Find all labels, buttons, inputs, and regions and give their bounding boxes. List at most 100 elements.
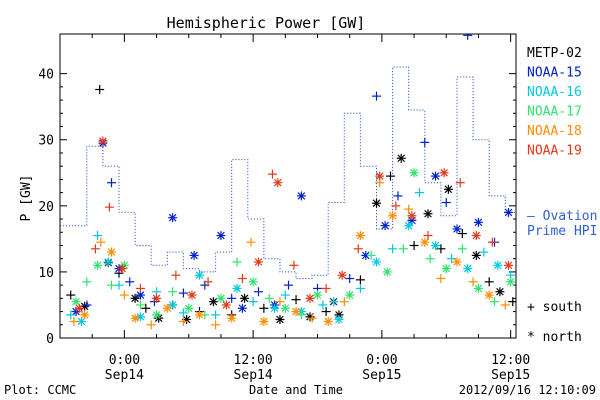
data-point [520, 251, 529, 260]
data-point [93, 260, 103, 270]
data-point [264, 293, 274, 303]
data-point [420, 237, 430, 247]
data-point [554, 284, 563, 293]
data-point [107, 247, 117, 257]
y-tick-label: 0 [46, 332, 54, 347]
ovation-prime-layer [60, 66, 516, 279]
data-point [436, 244, 446, 254]
data-point [74, 303, 84, 313]
data-point [194, 310, 204, 320]
data-point [538, 258, 547, 267]
data-point [329, 297, 339, 307]
data-point [318, 300, 328, 310]
data-point [146, 320, 156, 330]
data-point [275, 297, 285, 307]
y-tick-label: 10 [38, 266, 54, 281]
data-point [171, 270, 181, 280]
data-point [130, 293, 140, 303]
data-point [135, 290, 145, 300]
series-noaa-15 [71, 34, 547, 317]
data-point [484, 290, 494, 300]
data-point [76, 316, 86, 326]
legend-ovation-line2: Prime HPI [527, 224, 597, 239]
data-point [396, 153, 406, 163]
data-point [503, 207, 513, 217]
data-point [517, 291, 526, 300]
data-point [441, 198, 451, 208]
legend: METP-02 NOAA-15 NOAA-16 NOAA-17 NOAA-18 NOAA-… [527, 46, 597, 239]
data-point [307, 313, 317, 323]
data-point [409, 168, 419, 178]
plot-credit: Plot: CCMC [4, 383, 76, 397]
data-point [321, 283, 331, 293]
data-point [372, 198, 382, 208]
series-noaa-16 [66, 188, 516, 326]
x-axis: 0:00Sep1412:00Sep140:00Sep1512:00Sep150:… [59, 34, 530, 383]
symbol-legend-north: * north [527, 330, 582, 345]
data-point [372, 257, 382, 267]
data-point [216, 293, 226, 303]
data-point [455, 178, 465, 188]
data-point [203, 277, 213, 287]
data-point [584, 248, 593, 257]
data-point [152, 293, 162, 303]
data-point [253, 287, 263, 297]
data-point [135, 300, 145, 310]
data-point [425, 254, 435, 264]
data-point [447, 254, 457, 264]
data-point [141, 303, 151, 313]
data-point [313, 290, 323, 300]
legend-ovation-line1: — Ovation [527, 209, 597, 224]
data-point [452, 224, 462, 234]
data-point [361, 250, 371, 260]
data-point [237, 303, 247, 313]
data-point [232, 283, 242, 293]
data-point [490, 297, 500, 307]
x-tick-label-time: 12:00 [234, 353, 273, 368]
data-point [273, 178, 283, 188]
data-point [423, 231, 433, 241]
data-point [216, 231, 226, 241]
ovation-prime-hpi-line [60, 66, 516, 279]
data-point [305, 312, 315, 322]
data-point [420, 137, 430, 147]
data-point [452, 257, 462, 267]
data-point [493, 260, 503, 270]
data-point [184, 303, 194, 313]
data-point [178, 288, 188, 298]
data-point [187, 290, 197, 300]
data-point [463, 34, 473, 40]
data-point [423, 209, 433, 219]
data-point [267, 169, 277, 179]
data-point [457, 244, 467, 254]
data-point [82, 277, 92, 287]
data-point [152, 310, 162, 320]
data-point [248, 297, 258, 307]
x-tick-label-date: Sep15 [491, 368, 530, 383]
data-point [289, 260, 299, 270]
x-axis-label: Date and Time [249, 383, 343, 397]
data-point [96, 237, 106, 247]
data-point [227, 313, 237, 323]
data-point [552, 277, 561, 286]
data-point [355, 283, 365, 293]
data-point [407, 211, 417, 221]
data-point [107, 178, 117, 188]
data-point [345, 290, 355, 300]
y-tick-label: 30 [38, 134, 54, 149]
data-point [117, 264, 127, 274]
x-tick-label-date: Sep14 [234, 368, 273, 383]
chart-title: Hemispheric Power [GW] [167, 14, 366, 32]
data-point [211, 310, 221, 320]
data-point [500, 300, 510, 310]
data-point [280, 290, 290, 300]
data-point [339, 297, 349, 307]
data-point [431, 171, 441, 181]
legend-entry: NOAA-19 [527, 144, 582, 159]
data-point [291, 307, 301, 317]
data-point [221, 300, 231, 310]
legend-entry: METP-02 [527, 46, 582, 61]
data-point [404, 204, 414, 214]
series-noaa-19 [74, 136, 593, 313]
